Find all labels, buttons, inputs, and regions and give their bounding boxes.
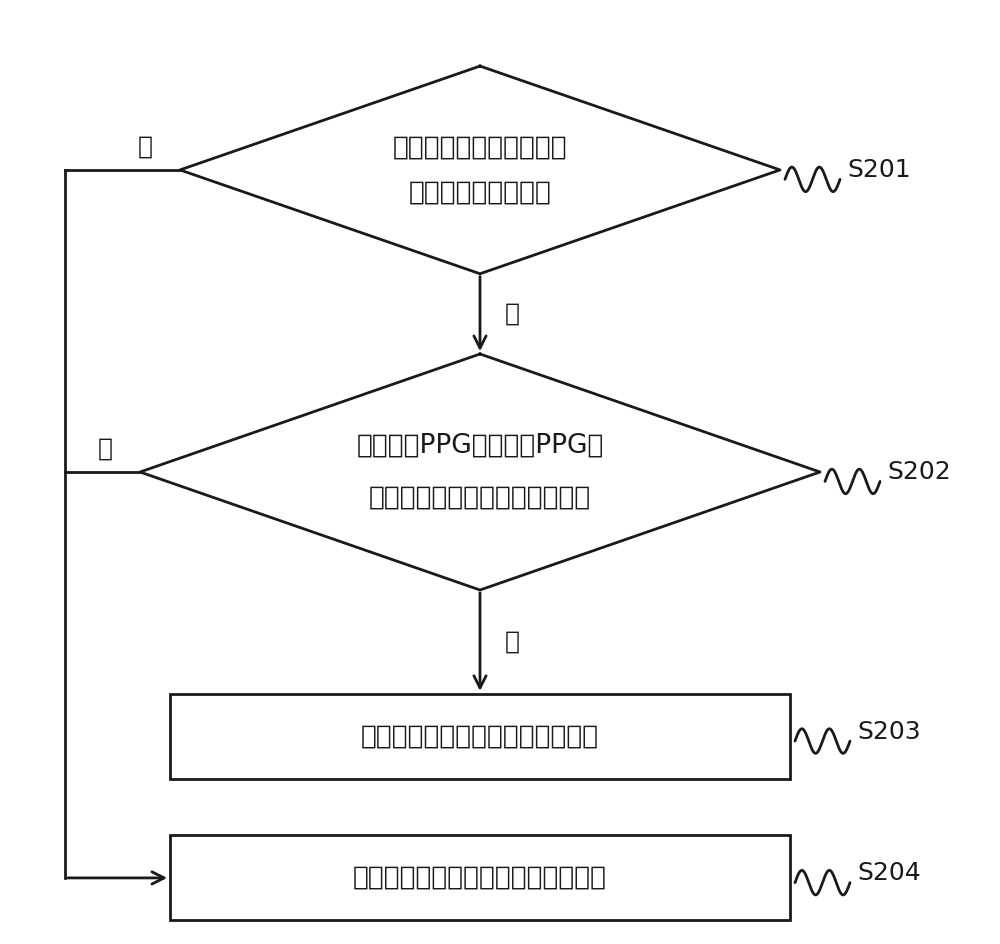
Text: S202: S202 xyxy=(887,460,951,484)
Text: 否: 否 xyxy=(138,135,152,159)
Bar xyxy=(170,694,790,779)
Text: 判断当前PPG减去缓存PPG的: 判断当前PPG减去缓存PPG的 xyxy=(356,433,604,459)
Text: 是: 是 xyxy=(505,630,520,654)
Text: 否: 否 xyxy=(97,437,112,461)
Text: 确定通过电磁器具加热的锅具未干烧: 确定通过电磁器具加热的锅具未干烧 xyxy=(353,865,607,891)
Text: S204: S204 xyxy=(857,861,921,885)
Text: S203: S203 xyxy=(857,719,921,744)
Text: 确定通过电磁器具加热的锅具干烧: 确定通过电磁器具加热的锅具干烧 xyxy=(361,723,599,750)
Bar xyxy=(170,835,790,920)
Text: 差值是否大于或等于第一预设值: 差值是否大于或等于第一预设值 xyxy=(369,485,591,511)
Text: 是: 是 xyxy=(505,302,520,326)
Text: S201: S201 xyxy=(847,158,911,182)
Text: 或等于缓存加热功率: 或等于缓存加热功率 xyxy=(409,179,551,206)
Text: 判断当前加热功率是否小: 判断当前加热功率是否小 xyxy=(393,134,567,160)
